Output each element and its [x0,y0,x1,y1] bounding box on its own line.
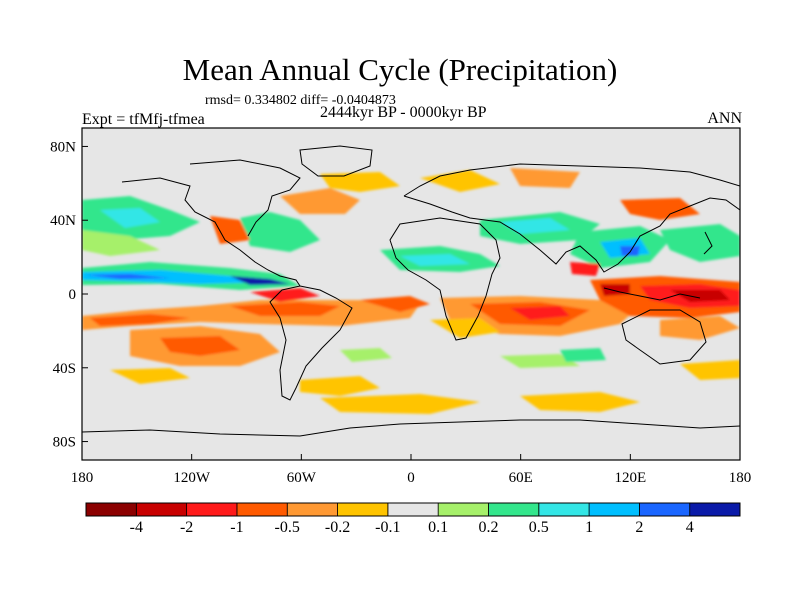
coastline-north-america [121,177,301,287]
lon-tick-label: 180 [729,470,752,486]
colorbar-swatch [538,502,590,517]
coastline-antarctica [82,419,740,437]
field-patch [250,288,320,302]
colorbar-label: 1 [585,519,594,536]
field-patch [230,276,290,285]
colorbar-label: 0.1 [428,519,449,536]
colorbar-swatch [488,502,540,517]
field-patch [340,348,392,362]
field-patch [110,368,190,384]
field-patch [660,316,740,340]
colorbar-swatch [135,502,188,517]
colorbar-swatch [437,502,489,517]
lat-tick-label: 40N [50,213,76,229]
colorbar-swatch [85,502,137,517]
field-patch [86,274,170,279]
field-patch [300,376,380,396]
field-patch [82,270,270,284]
field-patch [670,290,730,302]
coastline-canada [189,159,301,237]
precip-anomaly-field [82,168,740,414]
field-patch [400,254,470,266]
coastline-japan [703,231,713,255]
period-text: 2444kyr BP - 0000kyr BP [320,104,487,121]
coastlines [82,145,740,437]
colorbar-swatch [236,502,288,517]
field-patch [100,208,160,228]
coastline-africa [389,217,501,341]
colorbar-label: -0.5 [274,519,300,536]
field-patch [90,314,190,326]
colorbar-swatch [337,502,389,517]
field-patch [500,354,580,368]
colorbar-label: -1 [230,519,244,536]
colorbar-swatch [387,502,439,517]
lon-tick-label: 180 [71,470,94,486]
coastline-south-america [269,285,353,401]
field-patch [160,336,240,356]
field-patch [210,216,250,244]
colorbar-label: -4 [129,519,143,536]
field-patch [240,212,320,252]
field-patch [320,172,400,192]
colorbar-label: -0.1 [375,519,401,536]
lon-tick-label: 0 [407,470,415,486]
field-patch [500,218,570,234]
colorbar-label: -0.2 [324,519,351,536]
field-patch [620,246,640,256]
colorbar-label: 2 [635,519,644,536]
lon-tick-label: 120E [614,470,646,486]
lon-tick-label: 60W [287,470,317,486]
colorbar-frame [85,502,741,517]
field-patch [570,262,600,276]
field-patch [620,198,700,220]
lat-tick-label: 40S [53,361,76,377]
coastline-indonesia [603,287,701,301]
field-patch [510,306,570,320]
colorbar-swatch [286,502,338,517]
stats-text: rmsd= 0.334802 diff= -0.0404873 [205,93,396,108]
colorbar-swatch [689,502,741,517]
colorbar-label: 4 [685,519,694,536]
colorbar [85,502,741,517]
field-patch [320,394,480,414]
colorbar-label: -2 [179,519,194,536]
lat-tick-label: 80N [50,139,76,155]
map-axes: 80N 40N 0 40S 80S 180 120W 60W 0 60E 120E 180 [50,139,751,486]
colorbar-swatch [638,502,691,517]
coastline-eurasia-south [403,195,740,273]
experiment-label: Expt = tfMfj-tfmea [82,111,205,128]
lat-tick-label: 0 [69,287,77,303]
field-patch [560,348,606,362]
coastline-eurasia-north [403,163,740,197]
colorbar-swatch [186,502,238,517]
lat-tick-label: 80S [53,435,76,451]
field-patch [510,168,580,188]
season-label: ANN [707,110,742,127]
field-patch [230,302,340,316]
field-patch [360,296,430,312]
field-patch [430,318,500,338]
coastline-greenland [299,145,373,177]
field-patch [82,230,160,256]
colorbar-label: 0.2 [478,519,499,536]
lon-tick-label: 60E [509,470,533,486]
field-patch [600,284,630,296]
field-patch [660,224,740,262]
field-patch [680,360,740,380]
colorbar-label: 0.5 [528,519,549,536]
lon-tick-label: 120W [173,470,211,486]
field-patch [280,188,360,214]
field-patch [520,392,640,412]
colorbar-swatch [588,502,640,517]
plot-title: Mean Annual Cycle (Precipitation) [182,52,618,87]
coastline-australia [621,309,707,365]
